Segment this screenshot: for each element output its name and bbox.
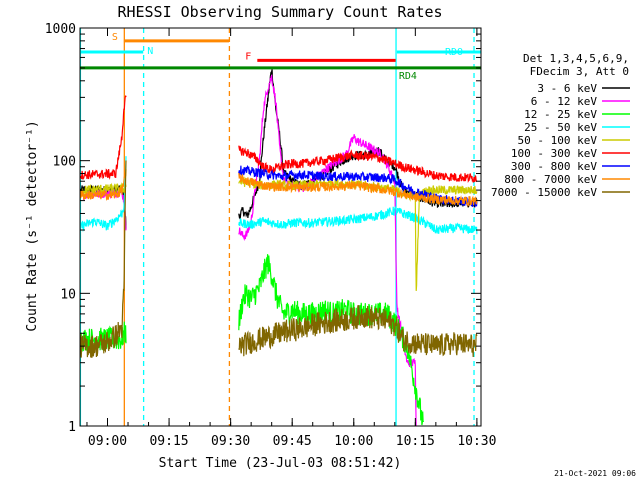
- y-tick-label-3: 1000: [45, 22, 76, 37]
- annotation-label-n: N: [147, 46, 153, 57]
- legend-header-1: FDecim 3, Att 0: [530, 65, 629, 78]
- x-tick-label-0: 09:00: [88, 434, 127, 449]
- series-line-5: [80, 95, 478, 184]
- legend-header-0: Det 1,3,4,5,6,9,: [523, 52, 629, 65]
- legend-label-3: 25 - 50 keV: [524, 121, 597, 134]
- legend-label-6: 300 - 800 keV: [511, 160, 597, 173]
- plot-area: [79, 27, 482, 427]
- y-axis-label: Count Rate (s⁻¹ detector⁻¹): [25, 120, 40, 331]
- y-tick-label-1: 10: [60, 287, 76, 302]
- y-tick-label-0: 1: [68, 420, 76, 435]
- legend-label-4: 50 - 100 keV: [518, 134, 598, 147]
- legend-label-5: 100 - 300 keV: [511, 147, 597, 160]
- annotation-label-s: S: [112, 32, 118, 43]
- x-tick-label-3: 09:45: [273, 434, 312, 449]
- y-tick-label-2: 100: [53, 155, 76, 170]
- plot-frame: [79, 27, 482, 427]
- x-tick-label-2: 09:30: [211, 434, 250, 449]
- chart-title: RHESSI Observing Summary Count Rates: [117, 3, 442, 21]
- x-tick-label-6: 10:30: [457, 434, 496, 449]
- legend-label-1: 6 - 12 keV: [531, 95, 598, 108]
- x-axis-label: Start Time (23-Jul-03 08:51:42): [159, 456, 402, 471]
- annotation-label-rd4: RD4: [399, 71, 417, 82]
- series-line-8: [80, 160, 478, 358]
- x-tick-label-4: 10:00: [334, 434, 373, 449]
- legend: Det 1,3,4,5,6,9,FDecim 3, Att 0 3 - 6 keV…: [491, 52, 630, 199]
- annotation-label-f: F: [245, 51, 251, 62]
- x-tick-label-5: 10:15: [396, 434, 435, 449]
- x-tick-label-1: 09:15: [149, 434, 188, 449]
- axes: S N F RDO RD4 09:00 09:15 09:30 09:45 10:00 10:15 1…: [45, 22, 497, 449]
- annotation-label-rdo: RDO: [445, 47, 463, 58]
- legend-label-7: 800 - 7000 keV: [504, 173, 597, 186]
- legend-label-8: 7000 - 15000 keV: [491, 186, 597, 199]
- legend-label-0: 3 - 6 keV: [537, 82, 597, 95]
- series-line-3: [80, 156, 478, 235]
- series-line-7: [80, 169, 478, 208]
- legend-label-2: 12 - 25 keV: [524, 108, 597, 121]
- footer-date: 21-Oct-2021 09:06: [554, 469, 636, 478]
